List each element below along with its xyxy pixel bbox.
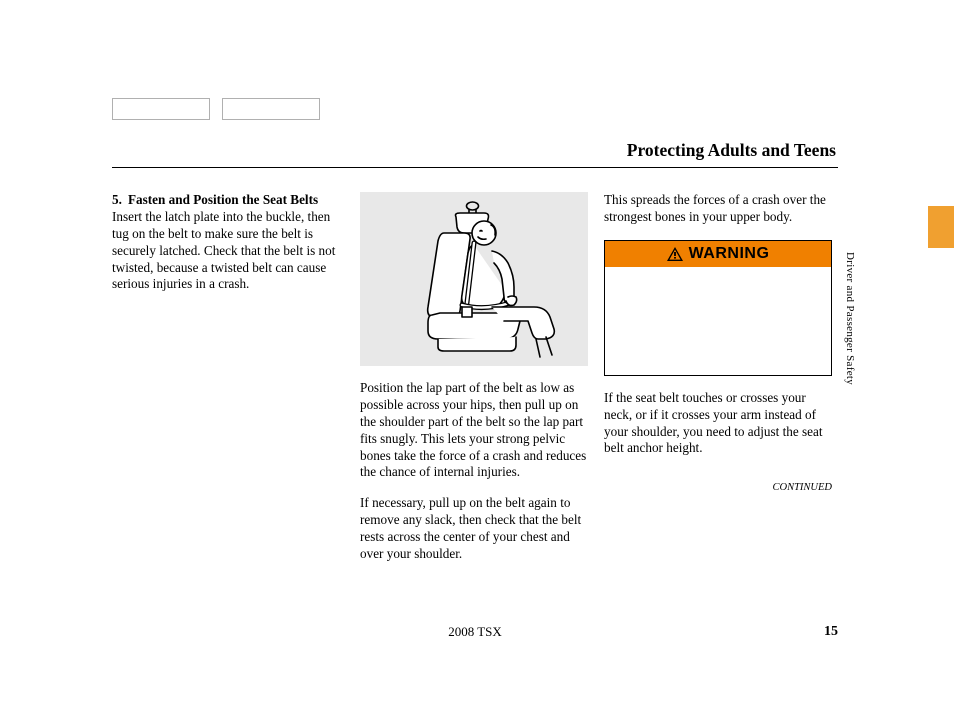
- warning-label: WARNING: [689, 244, 770, 264]
- col3-intro: This spreads the forces of a crash over …: [604, 192, 832, 226]
- page-number: 15: [824, 624, 838, 640]
- col2-p1: Position the lap part of the belt as low…: [360, 380, 588, 481]
- top-box-1: [112, 98, 210, 120]
- col2-p2: If necessary, pull up on the belt again …: [360, 495, 588, 563]
- col3-after-warning: If the seat belt touches or crosses your…: [604, 390, 832, 458]
- seatbelt-figure-icon: [384, 199, 564, 359]
- content-columns: 5. Fasten and Position the Seat Belts In…: [112, 192, 838, 577]
- page-footer: 2008 TSX 15: [112, 624, 838, 640]
- top-placeholder-boxes: [112, 98, 838, 120]
- warning-header: WARNING: [605, 241, 831, 267]
- column-3: This spreads the forces of a crash over …: [604, 192, 832, 577]
- warning-body: [605, 267, 831, 375]
- warning-box: WARNING: [604, 240, 832, 376]
- warning-triangle-icon: [667, 247, 683, 261]
- step-title: Fasten and Position the Seat Belts: [128, 192, 344, 209]
- footer-model: 2008 TSX: [448, 624, 502, 640]
- step-number: 5.: [112, 192, 128, 209]
- page-title: Protecting Adults and Teens: [112, 140, 838, 161]
- seatbelt-illustration: [360, 192, 588, 366]
- top-box-2: [222, 98, 320, 120]
- continued-label: CONTINUED: [604, 481, 832, 494]
- column-1: 5. Fasten and Position the Seat Belts In…: [112, 192, 344, 577]
- step-heading: 5. Fasten and Position the Seat Belts: [112, 192, 344, 209]
- side-color-tab: [928, 206, 954, 248]
- column-2: Position the lap part of the belt as low…: [360, 192, 588, 577]
- side-section-label: Driver and Passenger Safety: [844, 252, 856, 385]
- page-content: Protecting Adults and Teens 5. Fasten an…: [112, 98, 838, 577]
- title-rule: [112, 167, 838, 168]
- col1-body: Insert the latch plate into the buckle, …: [112, 209, 344, 293]
